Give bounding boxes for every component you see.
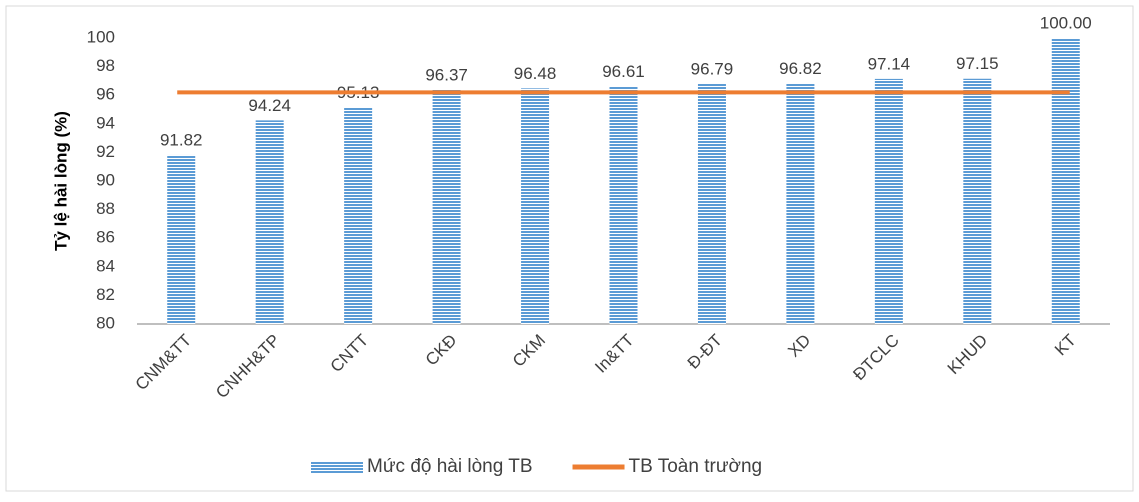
bar (167, 154, 196, 324)
data-label: 94.24 (248, 96, 291, 115)
bar (1051, 38, 1080, 324)
legend-label: Mức độ hài lòng TB (367, 456, 533, 477)
bar (344, 107, 373, 325)
bar (786, 83, 815, 324)
bar (255, 120, 284, 324)
bar (963, 78, 992, 324)
y-tick-label: 92 (96, 142, 115, 161)
data-label: 97.15 (956, 54, 999, 73)
legend-swatch (311, 461, 363, 473)
data-label: 97.14 (868, 54, 911, 73)
bar (432, 89, 461, 324)
data-label: 96.82 (779, 59, 822, 78)
y-tick-label: 100 (87, 27, 115, 46)
y-tick-label: 98 (96, 56, 115, 75)
y-tick-label: 88 (96, 199, 115, 218)
bar (874, 78, 903, 324)
data-label: 96.61 (602, 62, 645, 81)
legend-label: TB Toàn trường (629, 456, 763, 477)
y-tick-label: 90 (96, 170, 115, 189)
bar (609, 86, 638, 325)
data-label: 96.37 (425, 65, 468, 84)
y-tick-label: 80 (96, 313, 115, 332)
data-label: 96.48 (514, 64, 557, 83)
data-label: 96.79 (691, 59, 734, 78)
data-label: 91.82 (160, 130, 203, 149)
y-tick-label: 96 (96, 85, 115, 104)
y-tick-label: 84 (96, 256, 115, 275)
data-label: 100.00 (1040, 13, 1092, 32)
y-axis-title: Tỷ lệ hài lòng (%) (51, 111, 70, 251)
y-tick-label: 82 (96, 285, 115, 304)
y-tick-label: 86 (96, 228, 115, 247)
bar (521, 88, 550, 324)
bar (697, 83, 726, 324)
y-tick-label: 94 (96, 113, 115, 132)
